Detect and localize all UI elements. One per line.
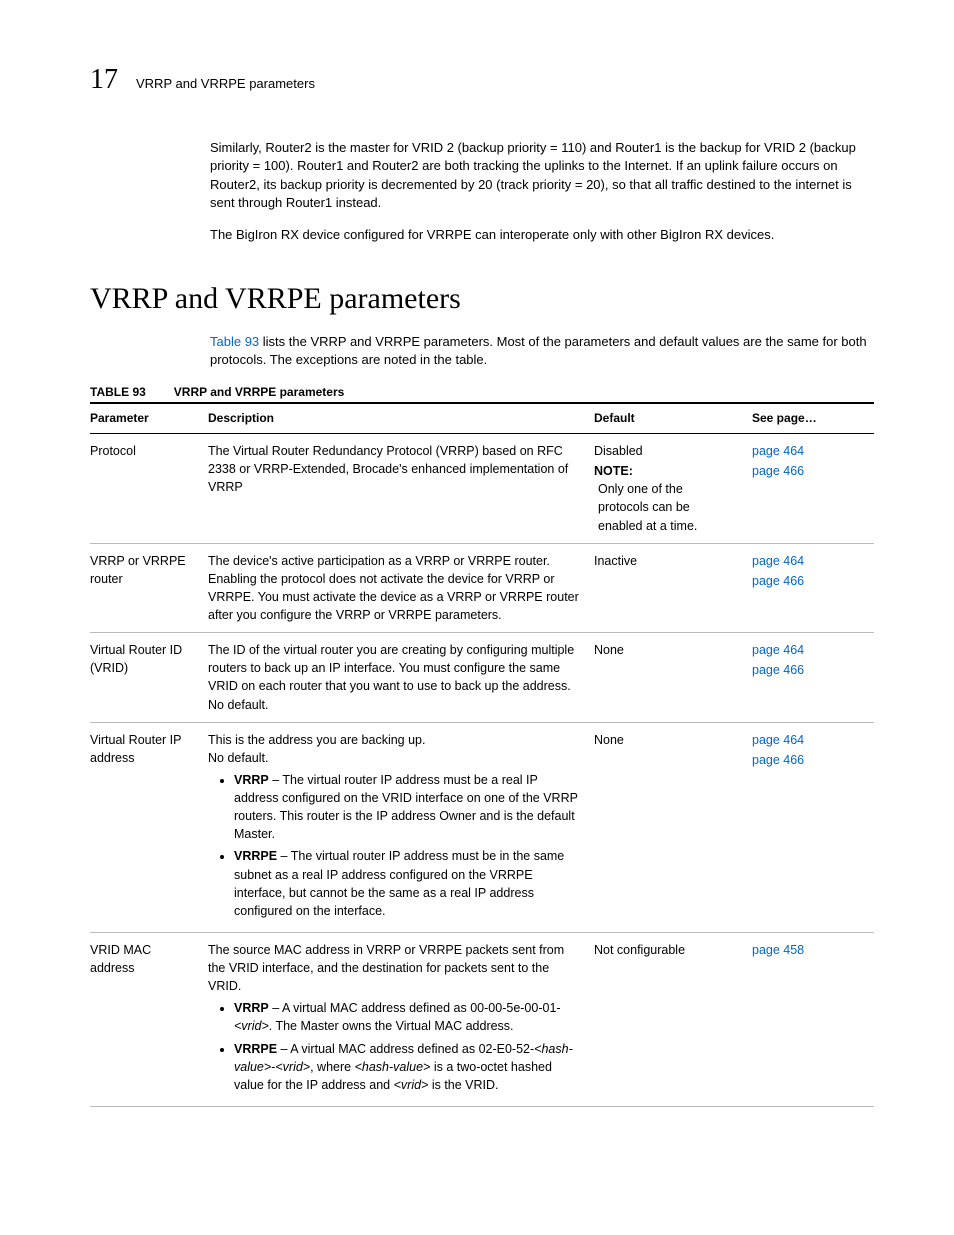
page-link[interactable]: page 466 — [752, 753, 804, 767]
italic-text: <hash-value> — [355, 1060, 431, 1074]
page-link[interactable]: page 464 — [752, 643, 804, 657]
page-link[interactable]: page 464 — [752, 444, 804, 458]
chapter-number: 17 — [90, 60, 118, 99]
cell-desc: This is the address you are backing up. … — [208, 722, 594, 932]
page-link[interactable]: page 466 — [752, 464, 804, 478]
page-link[interactable]: page 466 — [752, 663, 804, 677]
table-row: VRID MAC address The source MAC address … — [90, 932, 874, 1106]
table-row: Virtual Router IP address This is the ad… — [90, 722, 874, 932]
table-row: Virtual Router ID (VRID) The ID of the v… — [90, 633, 874, 723]
cell-pagelinks: page 464 page 466 — [752, 434, 874, 544]
page-link[interactable]: page 464 — [752, 554, 804, 568]
cell-desc: The device's active participation as a V… — [208, 543, 594, 633]
table-row: VRRP or VRRPE router The device's active… — [90, 543, 874, 633]
cell-desc: The source MAC address in VRRP or VRRPE … — [208, 932, 594, 1106]
col-parameter: Parameter — [90, 403, 208, 433]
bullet-label: VRRPE — [234, 849, 277, 863]
cell-param: Virtual Router IP address — [90, 722, 208, 932]
cell-pagelinks: page 464 page 466 — [752, 633, 874, 723]
cell-default: None — [594, 722, 752, 932]
page-link[interactable]: page 464 — [752, 733, 804, 747]
list-item: VRRPE – A virtual MAC address defined as… — [234, 1040, 584, 1094]
page-link[interactable]: page 466 — [752, 574, 804, 588]
italic-text: <vrid> — [234, 1019, 269, 1033]
bullet-label: VRRP — [234, 1001, 269, 1015]
cell-default: Inactive — [594, 543, 752, 633]
cell-desc: The Virtual Router Redundancy Protocol (… — [208, 434, 594, 544]
desc-bullets: VRRP – A virtual MAC address defined as … — [208, 999, 584, 1094]
cell-default: None — [594, 633, 752, 723]
default-note: NOTE: Only one of the protocols can be e… — [594, 462, 742, 535]
cell-param: Protocol — [90, 434, 208, 544]
desc-line: The source MAC address in VRRP or VRRPE … — [208, 941, 584, 995]
cell-default: Not configurable — [594, 932, 752, 1106]
intro-text: lists the VRRP and VRRPE parameters. Mos… — [210, 334, 867, 367]
default-value: Disabled — [594, 442, 742, 460]
cell-desc: The ID of the virtual router you are cre… — [208, 633, 594, 723]
page-link[interactable]: page 458 — [752, 943, 804, 957]
cell-param: VRRP or VRRPE router — [90, 543, 208, 633]
note-label: NOTE: — [594, 464, 633, 478]
bullet-label: VRRP — [234, 773, 269, 787]
cell-default: Disabled NOTE: Only one of the protocols… — [594, 434, 752, 544]
bullet-text: – A virtual MAC address defined as 02-E0… — [277, 1042, 534, 1056]
cell-param: VRID MAC address — [90, 932, 208, 1106]
bullet-text: – The virtual router IP address must be … — [234, 849, 564, 917]
body-paragraph: The BigIron RX device configured for VRR… — [210, 226, 874, 244]
desc-bullets: VRRP – The virtual router IP address mus… — [208, 771, 584, 920]
italic-text: <vrid> — [275, 1060, 310, 1074]
page-header: 17 VRRP and VRRPE parameters — [90, 60, 874, 99]
table-row: Protocol The Virtual Router Redundancy P… — [90, 434, 874, 544]
table-title: VRRP and VRRPE parameters — [174, 385, 345, 399]
table-number: TABLE 93 — [90, 385, 146, 399]
cell-pagelinks: page 458 — [752, 932, 874, 1106]
table-reference-link[interactable]: Table 93 — [210, 334, 259, 349]
bullet-text: – A virtual MAC address defined as 00-00… — [269, 1001, 561, 1015]
section-heading: VRRP and VRRPE parameters — [90, 278, 874, 320]
body-paragraph: Similarly, Router2 is the master for VRI… — [210, 139, 874, 212]
list-item: VRRPE – The virtual router IP address mu… — [234, 847, 584, 920]
cell-pagelinks: page 464 page 466 — [752, 722, 874, 932]
col-seepage: See page… — [752, 403, 874, 433]
cell-param: Virtual Router ID (VRID) — [90, 633, 208, 723]
table-header-row: Parameter Description Default See page… — [90, 403, 874, 433]
col-default: Default — [594, 403, 752, 433]
bullet-text: , where — [310, 1060, 354, 1074]
desc-line: This is the address you are backing up. — [208, 731, 584, 749]
bullet-text: is the VRID. — [428, 1078, 498, 1092]
parameters-table: Parameter Description Default See page… … — [90, 402, 874, 1107]
chapter-title: VRRP and VRRPE parameters — [136, 75, 315, 93]
cell-pagelinks: page 464 page 466 — [752, 543, 874, 633]
table-caption: TABLE 93 VRRP and VRRPE parameters — [90, 384, 874, 401]
italic-text: <vrid> — [394, 1078, 429, 1092]
list-item: VRRP – The virtual router IP address mus… — [234, 771, 584, 844]
desc-line: No default. — [208, 749, 584, 767]
bullet-text: . The Master owns the Virtual MAC addres… — [269, 1019, 514, 1033]
bullet-text: – The virtual router IP address must be … — [234, 773, 578, 841]
note-body: Only one of the protocols can be enabled… — [598, 480, 708, 534]
bullet-label: VRRPE — [234, 1042, 277, 1056]
list-item: VRRP – A virtual MAC address defined as … — [234, 999, 584, 1035]
col-description: Description — [208, 403, 594, 433]
intro-paragraph: Table 93 lists the VRRP and VRRPE parame… — [210, 333, 874, 369]
